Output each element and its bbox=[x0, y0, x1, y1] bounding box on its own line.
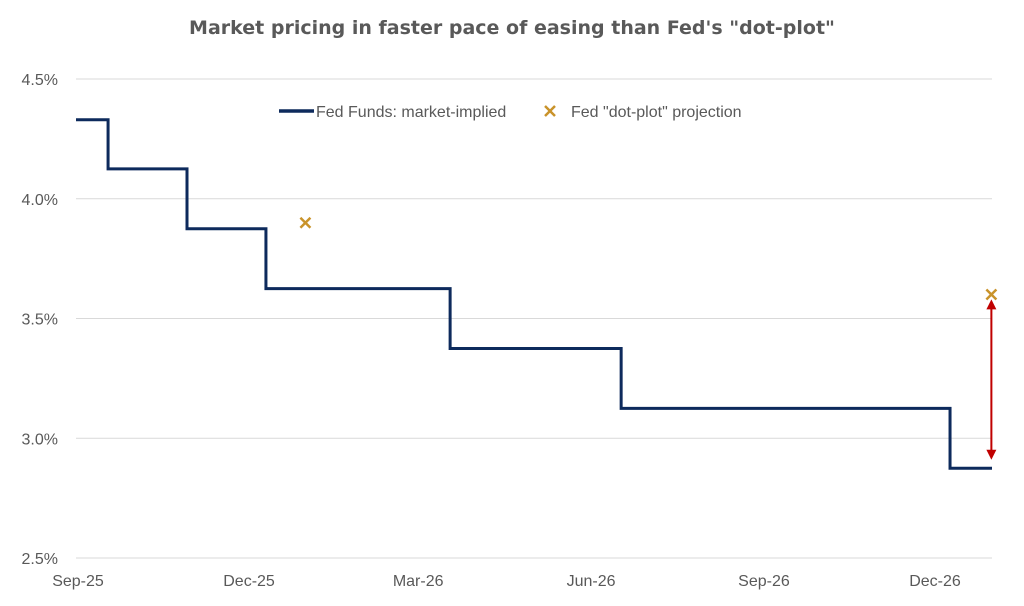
y-tick-label: 3.0% bbox=[22, 431, 58, 448]
x-tick-label: Dec-25 bbox=[223, 573, 275, 590]
gap-arrow-head-down bbox=[986, 449, 997, 460]
legend: Fed Funds: market-implied Fed "dot-plot"… bbox=[279, 104, 742, 121]
gridlines bbox=[76, 78, 992, 559]
x-axis: Sep-25 Dec-25 Mar-26 Jun-26 Sep-26 Dec-26 bbox=[52, 573, 961, 590]
x-tick-label: Dec-26 bbox=[909, 573, 961, 590]
annotations bbox=[986, 299, 997, 460]
dot-plot-marker bbox=[985, 288, 998, 301]
chart-title: Market pricing in faster pace of easing … bbox=[189, 17, 835, 39]
legend-x-marker-icon bbox=[544, 105, 556, 117]
x-tick-label: Sep-26 bbox=[738, 573, 790, 590]
series-market-implied-line bbox=[76, 118, 992, 470]
marker-stroke bbox=[299, 216, 312, 229]
dot-plot-marker bbox=[299, 216, 312, 229]
y-tick-label: 4.0% bbox=[22, 192, 58, 209]
y-tick-label: 2.5% bbox=[22, 551, 58, 568]
x-tick-label: Jun-26 bbox=[567, 573, 616, 590]
y-tick-label: 3.5% bbox=[22, 312, 58, 329]
y-tick-label: 4.5% bbox=[22, 72, 58, 89]
gap-arrow-head-up bbox=[986, 299, 997, 310]
x-tick-label: Sep-25 bbox=[52, 573, 104, 590]
marker-stroke bbox=[985, 288, 998, 301]
legend-label-dot-plot: Fed "dot-plot" projection bbox=[571, 104, 742, 121]
legend-label-market: Fed Funds: market-implied bbox=[316, 104, 506, 121]
plot-area bbox=[76, 118, 998, 470]
y-axis: 4.5% 4.0% 3.5% 3.0% 2.5% bbox=[22, 72, 58, 568]
x-tick-label: Mar-26 bbox=[393, 573, 444, 590]
